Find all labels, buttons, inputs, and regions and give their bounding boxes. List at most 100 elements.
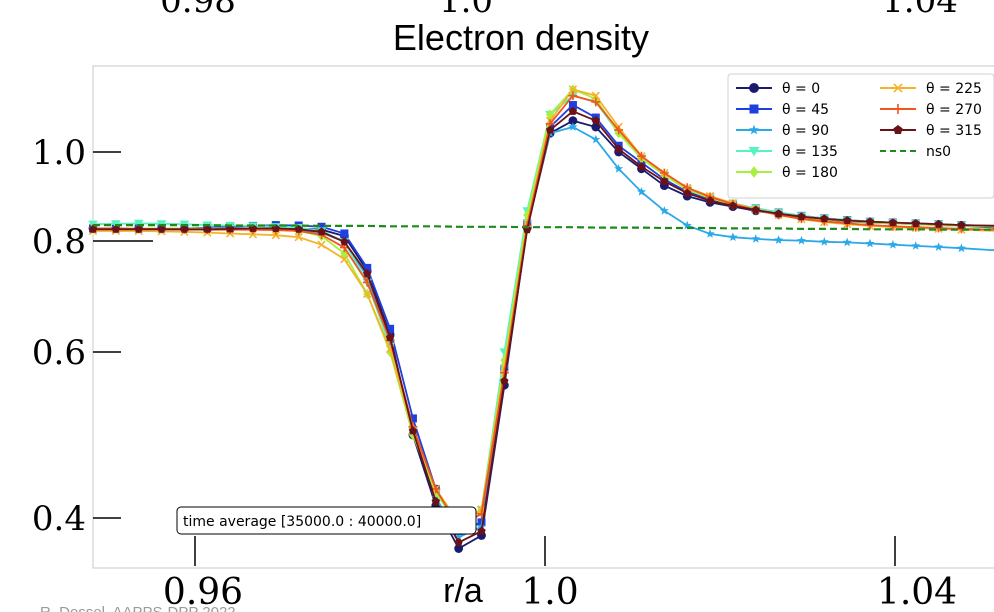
legend-label: ns0 (926, 144, 951, 160)
data-point (797, 212, 806, 221)
x-axis-label: r/a (443, 572, 483, 610)
legend-item: θ = 180 (736, 165, 838, 181)
data-point (820, 214, 829, 223)
data-point (705, 229, 715, 238)
legend-marker (749, 104, 759, 114)
data-point (500, 376, 509, 385)
plot-frame (92, 65, 994, 569)
data-point (568, 91, 578, 101)
data-point (568, 85, 578, 94)
data-point (683, 188, 692, 197)
data-point (111, 224, 120, 233)
data-point (637, 151, 646, 161)
legend-item: θ = 225 (880, 81, 982, 97)
y-axis: 0.4 0.6 0.8 1.0 (32, 133, 153, 539)
data-point (408, 426, 418, 435)
data-point (751, 205, 760, 214)
data-point (340, 229, 349, 238)
legend-label: θ = 135 (782, 144, 838, 160)
legend-label: θ = 0 (782, 81, 820, 97)
data-point (934, 219, 943, 228)
data-point (934, 242, 944, 251)
legend-marker (893, 83, 903, 93)
data-point (477, 526, 486, 535)
data-point (751, 234, 761, 243)
data-point (796, 235, 806, 245)
data-point (774, 235, 784, 244)
legend-item: θ = 315 (880, 123, 982, 139)
data-point (659, 168, 669, 178)
x-tick-label-0.96: 0.96 (163, 572, 243, 612)
x-axis: 0.96 1.0 1.04 r/a (163, 536, 957, 612)
data-point (454, 532, 464, 542)
legend-marker (749, 166, 759, 178)
data-point (728, 232, 738, 241)
legend-marker (893, 125, 903, 134)
legend-marker (749, 83, 759, 93)
data-point (705, 196, 715, 205)
data-point (591, 116, 600, 125)
footer-credit: R. Dossel, AAPPS-DPP 2022 (40, 604, 236, 612)
data-point (591, 97, 601, 107)
data-point (545, 125, 555, 134)
data-point (865, 217, 875, 226)
data-point (637, 162, 646, 171)
legend-label: θ = 90 (782, 123, 829, 139)
data-point (431, 497, 440, 505)
y-tick-label-0.6: 0.6 (32, 333, 86, 373)
data-point (294, 224, 303, 233)
data-point (203, 224, 212, 233)
legend-label: θ = 270 (926, 102, 982, 118)
data-point (842, 237, 852, 247)
data-point (614, 125, 624, 135)
data-point (888, 239, 898, 249)
data-point (956, 243, 966, 253)
data-point (431, 484, 441, 494)
data-point (614, 164, 624, 173)
annotation-box (176, 506, 477, 535)
top-tick-label-3: 1.04 (882, 0, 958, 21)
legend: θ = 0 θ = 45 θ = 90 θ = 135 θ = 180 θ = 225 θ … (727, 73, 994, 199)
data-point (682, 220, 692, 230)
legend-marker (748, 146, 760, 157)
data-point (843, 216, 852, 224)
legend-item: θ = 270 (880, 102, 982, 118)
data-point (911, 241, 921, 250)
data-point (88, 224, 98, 233)
data-point (340, 237, 349, 246)
series-line-8 (93, 224, 994, 231)
data-point (568, 122, 578, 131)
y-tick-label-0.4: 0.4 (32, 499, 86, 539)
data-point (454, 544, 464, 553)
legend-marker (893, 104, 903, 114)
data-point (888, 218, 898, 227)
legend-item: θ = 135 (736, 144, 838, 160)
data-point (294, 232, 303, 242)
x-tick-label-1.0: 1.0 (521, 572, 578, 612)
data-point (454, 538, 463, 546)
data-point (659, 206, 669, 215)
data-point (568, 101, 577, 110)
series-line-6 (93, 94, 994, 528)
annotation-text: time average [35000.0 : 40000.0] (183, 514, 421, 530)
series-8 (93, 224, 994, 231)
data-point (774, 209, 783, 218)
series-layer (88, 84, 994, 553)
legend-label: θ = 180 (782, 165, 838, 181)
top-tick-label-1: 0.98 (160, 0, 236, 21)
legend-item: θ = 90 (736, 123, 829, 139)
data-point (317, 240, 326, 249)
data-point (660, 177, 669, 185)
data-point (636, 187, 646, 196)
series-line-7 (93, 110, 994, 544)
data-point (728, 201, 738, 210)
data-point (591, 91, 600, 100)
chart-title: Electron density (393, 17, 649, 58)
legend-label: θ = 225 (926, 81, 982, 97)
data-point (865, 238, 875, 248)
data-point (180, 224, 189, 233)
data-point (134, 224, 143, 233)
data-point (614, 144, 623, 153)
data-point (911, 219, 920, 227)
y-tick-label-1.0: 1.0 (32, 133, 86, 173)
